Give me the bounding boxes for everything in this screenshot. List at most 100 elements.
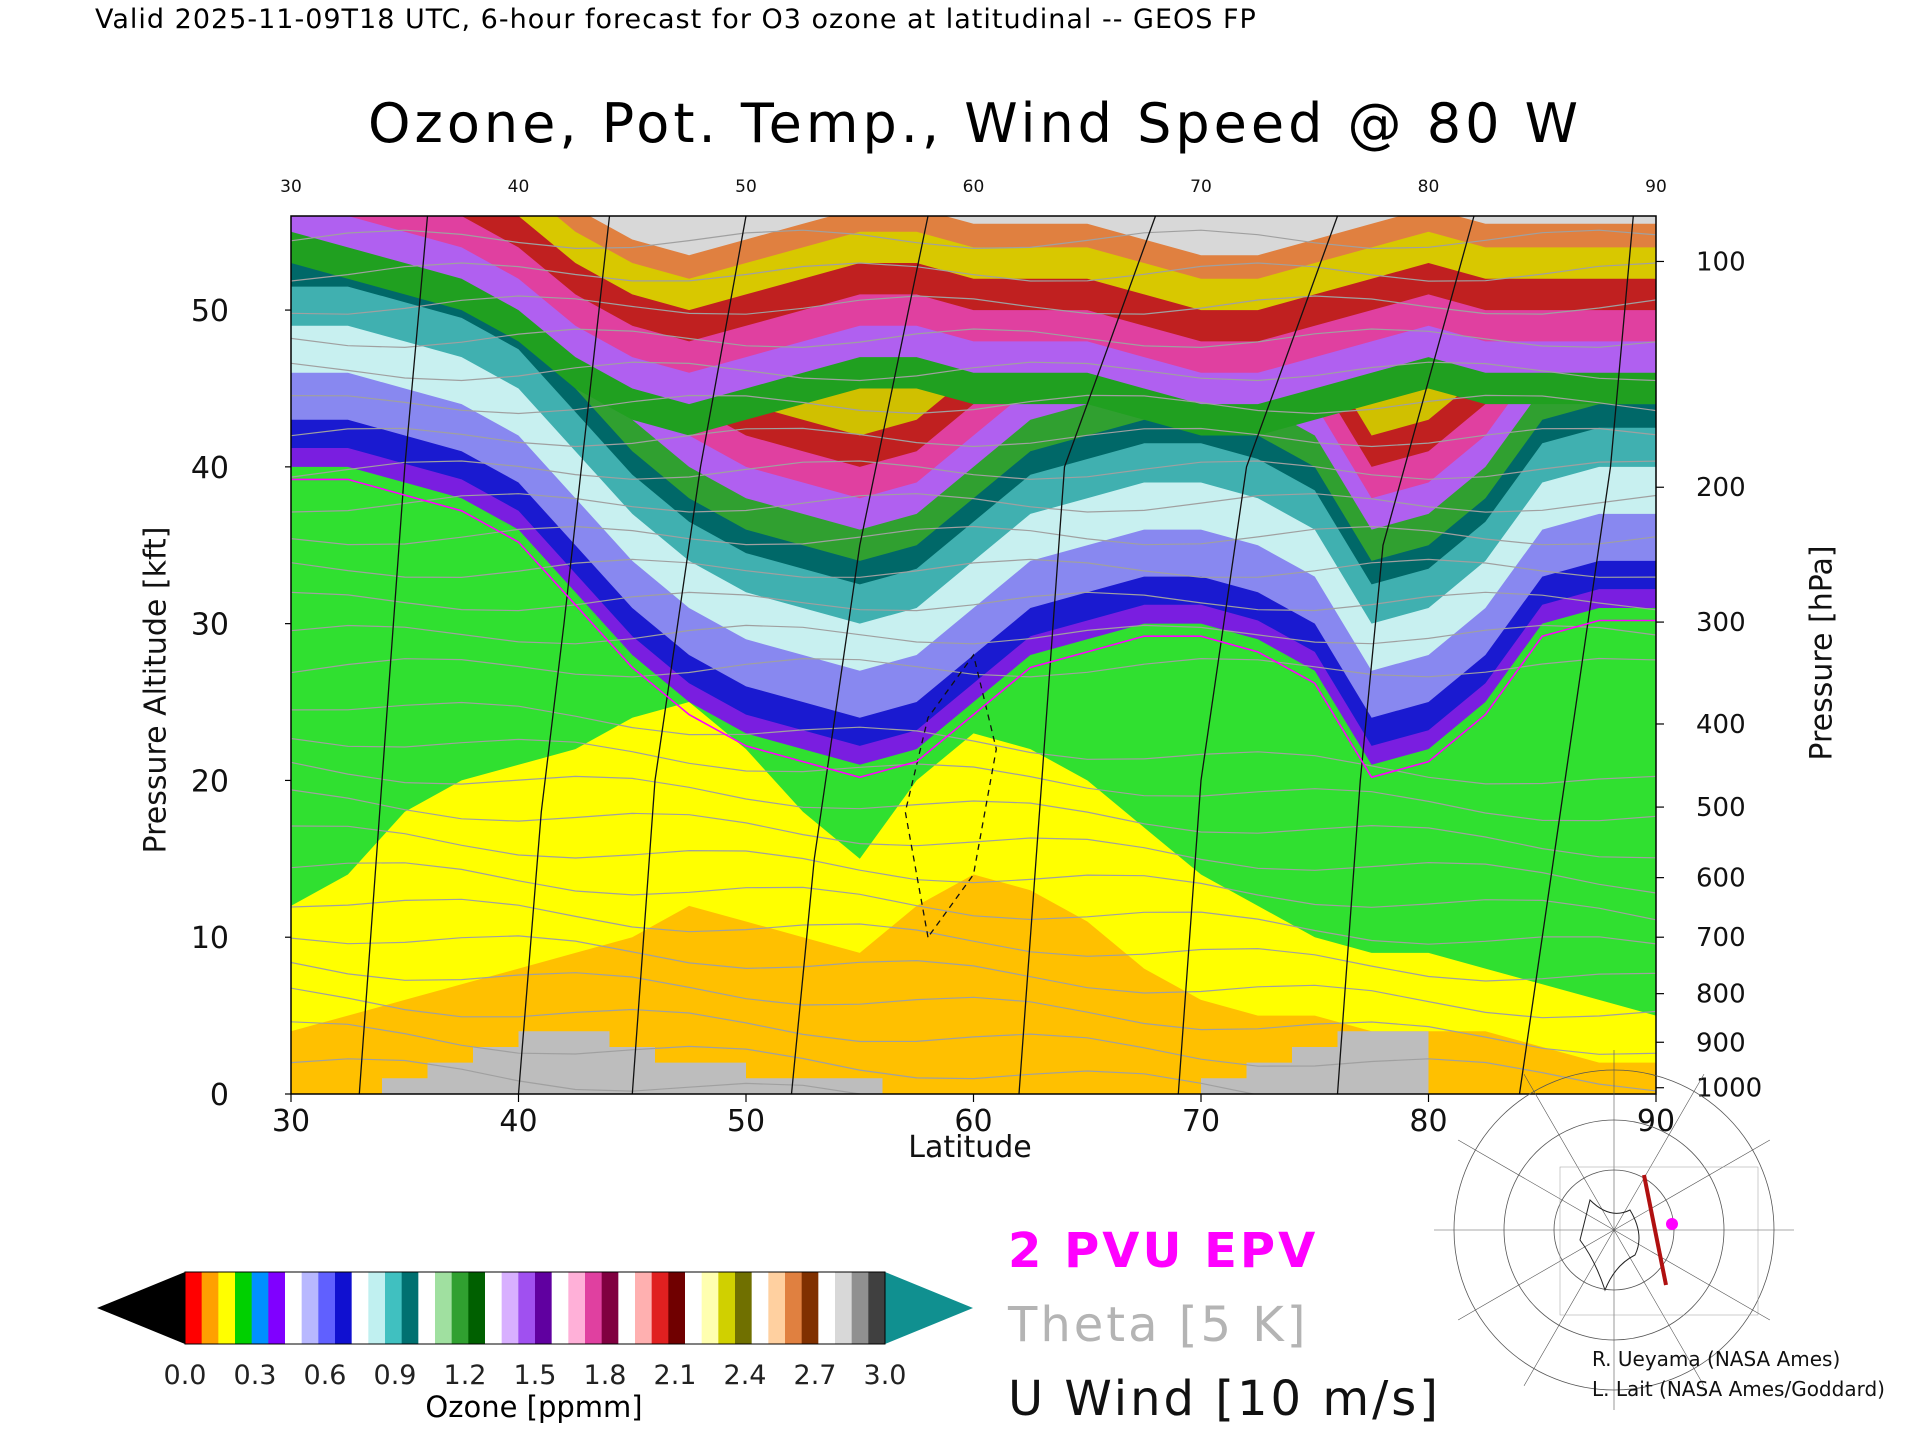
x-tick-label: 50: [727, 1104, 765, 1139]
x-axis-title: Latitude: [908, 1130, 1032, 1165]
colorbar-swatch: [618, 1272, 636, 1344]
colorbar-tick-label: 2.1: [654, 1360, 697, 1391]
u-wind-contour: [1177, 216, 1339, 1094]
valid-time-caption: Valid 2025-11-09T18 UTC, 6-hour forecast…: [95, 4, 1257, 35]
theta-contour: [291, 961, 1656, 1055]
y-left-tick-label: 20: [191, 764, 229, 799]
y-left-tick-label: 50: [191, 294, 229, 329]
theta-contour: [291, 825, 1656, 921]
y-left-tick-label: 10: [191, 921, 229, 956]
colorbar-swatch: [368, 1272, 386, 1344]
theta-contour: [291, 789, 1656, 894]
colorbar-swatch: [718, 1272, 736, 1344]
legend-epv: 2 PVU EPV: [1008, 1223, 1319, 1279]
y-right-tick-label: 400: [1696, 710, 1746, 740]
colorbar-frame: [184, 1271, 886, 1345]
theta-contour: [291, 493, 1656, 513]
colorbar-swatch: [485, 1272, 503, 1344]
colorbar-swatch: [518, 1272, 536, 1344]
theta-contour: [291, 987, 1656, 1092]
y-axis-right-title: Pressure [hPa]: [1804, 545, 1840, 761]
colorbar-swatch: [218, 1272, 236, 1344]
cross-section-line: [1642, 1174, 1668, 1286]
colorbar-over-arrow: [885, 1272, 973, 1344]
colorbar-swatch: [801, 1272, 819, 1344]
meridian-line: [1523, 1073, 1615, 1231]
inset-map-frame: [1559, 1166, 1759, 1316]
colorbar-swatch: [501, 1272, 519, 1344]
colorbar-swatch: [318, 1272, 336, 1344]
credit-line-2: L. Lait (NASA Ames/Goddard): [1592, 1377, 1885, 1401]
meridian-line: [1613, 1229, 1705, 1387]
theta-contour: [291, 761, 1656, 859]
theta-contour: [291, 701, 1656, 785]
x-top-tick-label: 90: [1645, 177, 1667, 197]
theta-contour: [291, 328, 1656, 349]
theta-contour: [291, 737, 1656, 822]
location-inset-map: [1434, 1050, 1794, 1410]
y-right-tick-label: 1000: [1696, 1074, 1762, 1104]
legend-theta: Theta [5 K]: [1008, 1297, 1309, 1353]
colorbar-tick-label: 2.4: [724, 1360, 767, 1391]
colorbar-swatch: [285, 1272, 303, 1344]
y-right-tick-label: 300: [1696, 608, 1746, 638]
upper-stratosphere-band: [556, 216, 1656, 279]
colorbar-swatch: [351, 1272, 369, 1344]
x-top-tick-label: 80: [1418, 177, 1440, 197]
x-tick-label: 70: [1182, 1104, 1220, 1139]
y-left-tick-label: 40: [191, 451, 229, 486]
colorbar-swatch: [235, 1272, 253, 1344]
colorbar-swatch: [585, 1272, 603, 1344]
colorbar-swatch: [268, 1272, 286, 1344]
colorbar-swatch: [635, 1272, 653, 1344]
contour-overlay: [291, 216, 1656, 1094]
colorbar-swatch: [651, 1272, 669, 1344]
colorbar-swatch: [551, 1272, 569, 1344]
theta-contour: [291, 295, 1656, 315]
colorbar-swatch: [418, 1272, 436, 1344]
colorbar-swatch: [568, 1272, 586, 1344]
x-top-tick-label: 40: [508, 177, 530, 197]
x-tick-label: 90: [1637, 1104, 1675, 1139]
theta-contour: [291, 525, 1656, 546]
colorbar-swatch: [335, 1272, 353, 1344]
colorbar-swatch: [685, 1272, 703, 1344]
theta-contour: [291, 862, 1656, 945]
theta-contour: [291, 591, 1656, 612]
x-top-tick-label: 70: [1190, 177, 1212, 197]
colorbar-tick-label: 1.8: [584, 1360, 627, 1391]
ozone-field: [291, 216, 1656, 1094]
colorbar-swatch: [735, 1272, 753, 1344]
colorbar-tick-label: 0.6: [304, 1360, 347, 1391]
credit-line-1: R. Ueyama (NASA Ames): [1592, 1347, 1841, 1371]
colorbar-swatch: [701, 1272, 719, 1344]
colorbar-under-arrow: [97, 1272, 185, 1344]
colorbar-tick-label: 2.7: [794, 1360, 837, 1391]
y-right-tick-label: 500: [1696, 793, 1746, 823]
u-wind-contour: [1336, 216, 1475, 1094]
colorbar-swatch: [435, 1272, 453, 1344]
theta-contour: [291, 624, 1656, 645]
y-right-tick-label: 100: [1696, 247, 1746, 277]
colorbar-swatch: [201, 1272, 219, 1344]
colorbar-swatch: [185, 1272, 203, 1344]
meridian-line: [1613, 1229, 1771, 1321]
meridian-line: [1613, 1073, 1705, 1231]
colorbar-swatch: [668, 1272, 686, 1344]
u-wind-contour: [517, 216, 611, 1094]
y-left-tick-label: 30: [191, 608, 229, 643]
colorbar: 0.0 0.3 0.6 0.9 1.2 1.5 1.8 2.1 2.4 2.7 3.0: [97, 1271, 973, 1391]
ozone-region-orange: [291, 874, 1656, 1094]
x-tick-label: 40: [499, 1104, 537, 1139]
chart-title: Ozone, Pot. Temp., Wind Speed @ 80 W: [367, 92, 1582, 155]
x-tick-label: 30: [272, 1104, 310, 1139]
colorbar-tick-label: 0.9: [374, 1360, 417, 1391]
coastline: [1579, 1199, 1640, 1292]
u-wind-contour: [358, 216, 429, 1094]
colorbar-tick-label: 1.2: [444, 1360, 487, 1391]
theta-contour: [291, 1058, 863, 1094]
y-axis-left-title: Pressure Altitude [kft]: [138, 526, 174, 854]
theta-contour: [291, 460, 1656, 480]
axes: 3030404050506060707080809090010203040501…: [191, 177, 1762, 1139]
